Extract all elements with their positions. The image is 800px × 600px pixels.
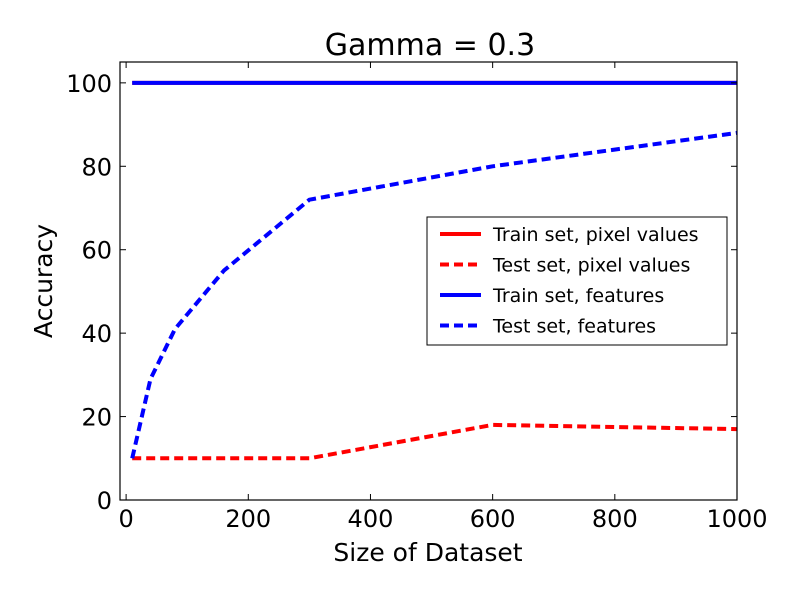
legend-label-test-set-features: Test set, features [492,316,656,338]
y-tick-label: 40 [81,320,112,348]
x-tick-label: 600 [470,505,516,533]
x-tick-label: 0 [118,505,133,533]
y-tick-label: 0 [97,487,112,515]
x-tick-label: 800 [592,505,638,533]
chart-title: Gamma = 0.3 [325,28,535,63]
x-tick-label: 200 [225,505,271,533]
series-line-test-set-features [130,130,738,459]
y-tick-label: 20 [81,404,112,432]
x-tick-label: 1000 [706,505,767,533]
axis-ticks: 0 200 400 600 800 1000 0 20 40 60 80 100 [66,62,768,533]
legend: Train set, pixel values Test set, pixel v… [426,216,728,346]
y-tick-label: 80 [81,153,112,181]
series-layer [130,80,738,461]
y-tick-label: 100 [66,70,112,98]
y-axis-label: Accuracy [29,224,58,338]
y-tick-label: 60 [81,237,112,265]
plot-area-frame [119,61,738,501]
x-tick-label: 400 [348,505,394,533]
legend-label-train-set-features: Train set, features [492,285,664,307]
x-axis-label: Size of Dataset [333,538,522,567]
legend-label-test-set-pixel-values: Test set, pixel values [492,255,690,277]
series-line-test-set-pixel-values [132,422,738,461]
legend-label-train-set-pixel-values: Train set, pixel values [492,224,699,246]
